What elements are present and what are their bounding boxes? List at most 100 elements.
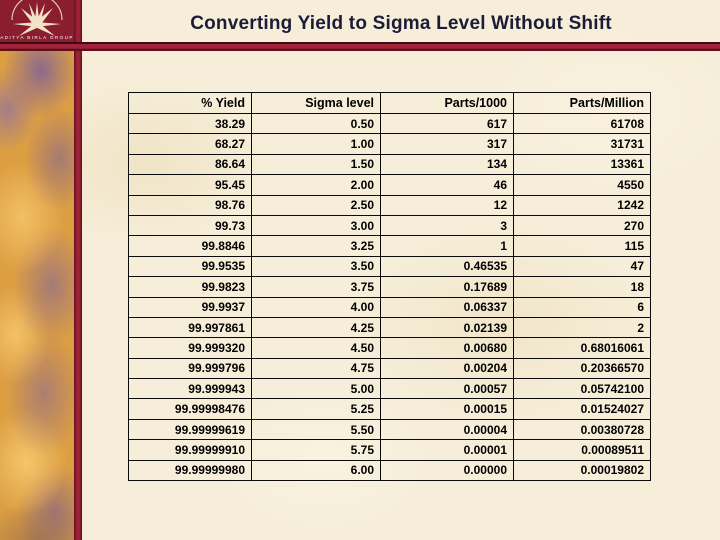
page-title: Converting Yield to Sigma Level Without … xyxy=(190,13,612,34)
table-cell: 5.75 xyxy=(251,439,381,461)
logo-text: ADITYA BIRLA GROUP xyxy=(0,35,74,40)
table-cell: 0.00004 xyxy=(380,418,514,441)
table-cell: 270 xyxy=(513,214,651,237)
table-cell: 115 xyxy=(513,235,651,257)
table-header-row: % Yield Sigma level Parts/1000 Parts/Mil… xyxy=(128,92,651,114)
table-cell: 99.8846 xyxy=(128,235,252,257)
table-cell: 0.20366570 xyxy=(513,357,651,380)
table-row: 38.29 0.50 617 61708 xyxy=(128,112,651,135)
table-cell: 0.00057 xyxy=(380,378,514,400)
table-cell: 0.00015 xyxy=(380,398,514,420)
table-row: 99.99999980 6.00 0.00000 0.00019802 xyxy=(128,459,651,482)
table-cell: 0.00000 xyxy=(380,459,514,482)
table-row: 99.8846 3.25 1 115 xyxy=(128,235,651,257)
table-cell: 1242 xyxy=(513,194,651,216)
table-cell: 98.76 xyxy=(128,194,252,216)
table-row: 99.9937 4.00 0.06337 6 xyxy=(128,296,651,318)
sunburst-logo-icon: ADITYA BIRLA GROUP xyxy=(0,0,74,42)
table-cell: 0.00680 xyxy=(380,337,514,359)
table-cell: 61708 xyxy=(513,112,651,135)
table-cell: 4.25 xyxy=(251,316,381,339)
table-cell: 617 xyxy=(380,112,514,135)
table-cell: 0.00019802 xyxy=(513,459,651,482)
table-cell: 0.02139 xyxy=(380,316,514,339)
table-cell: 99.73 xyxy=(128,214,252,237)
header-sigma-level: Sigma level xyxy=(251,92,381,114)
table-cell: 99.999320 xyxy=(128,337,252,359)
table-cell: 5.50 xyxy=(251,418,381,441)
table-cell: 6 xyxy=(513,296,651,318)
table-cell: 0.50 xyxy=(251,112,381,135)
table-cell: 3.25 xyxy=(251,235,381,257)
header-percent-yield: % Yield xyxy=(128,92,252,114)
table-cell: 5.25 xyxy=(251,398,381,420)
table-row: 99.999796 4.75 0.00204 0.20366570 xyxy=(128,357,651,380)
table-cell: 47 xyxy=(513,255,651,278)
table-cell: 38.29 xyxy=(128,112,252,135)
table-cell: 0.00380728 xyxy=(513,418,651,441)
table-cell: 13361 xyxy=(513,153,651,176)
table-cell: 134 xyxy=(380,153,514,176)
table-cell: 12 xyxy=(380,194,514,216)
table-cell: 99.999943 xyxy=(128,378,252,400)
table-cell: 1 xyxy=(380,235,514,257)
company-logo: ADITYA BIRLA GROUP xyxy=(0,0,74,42)
table-cell: 99.9937 xyxy=(128,296,252,318)
table-cell: 46 xyxy=(380,174,514,196)
table-cell: 4.00 xyxy=(251,296,381,318)
table-cell: 6.00 xyxy=(251,459,381,482)
table-row: 86.64 1.50 134 13361 xyxy=(128,153,651,176)
table-row: 99.99999619 5.50 0.00004 0.00380728 xyxy=(128,418,651,441)
table-row: 68.27 1.00 317 31731 xyxy=(128,133,651,155)
table-cell: 0.01524027 xyxy=(513,398,651,420)
table-cell: 99.9823 xyxy=(128,276,252,298)
table-cell: 68.27 xyxy=(128,133,252,155)
table-cell: 99.99999980 xyxy=(128,459,252,482)
table-cell: 0.46535 xyxy=(380,255,514,278)
table-row: 99.9823 3.75 0.17689 18 xyxy=(128,276,651,298)
table-cell: 1.50 xyxy=(251,153,381,176)
table-cell: 2.00 xyxy=(251,174,381,196)
table-cell: 2.50 xyxy=(251,194,381,216)
vertical-accent-stripe xyxy=(74,0,82,540)
table-cell: 99.999796 xyxy=(128,357,252,380)
table-cell: 3.75 xyxy=(251,276,381,298)
table-cell: 99.99999619 xyxy=(128,418,252,441)
table-cell: 5.00 xyxy=(251,378,381,400)
table-row: 99.9535 3.50 0.46535 47 xyxy=(128,255,651,278)
table-cell: 95.45 xyxy=(128,174,252,196)
table-cell: 0.00001 xyxy=(380,439,514,461)
table-row: 98.76 2.50 12 1242 xyxy=(128,194,651,216)
table-cell: 3.50 xyxy=(251,255,381,278)
table-cell: 4.50 xyxy=(251,337,381,359)
table-cell: 4550 xyxy=(513,174,651,196)
table-row: 99.99998476 5.25 0.00015 0.01524027 xyxy=(128,398,651,420)
table-cell: 0.05742100 xyxy=(513,378,651,400)
header-parts-per-1000: Parts/1000 xyxy=(380,92,514,114)
table-cell: 2 xyxy=(513,316,651,339)
table-cell: 0.00089511 xyxy=(513,439,651,461)
table-cell: 86.64 xyxy=(128,153,252,176)
table-cell: 99.9535 xyxy=(128,255,252,278)
table-cell: 0.68016061 xyxy=(513,337,651,359)
sidebar-marble-texture xyxy=(0,51,74,540)
table-row: 99.999320 4.50 0.00680 0.68016061 xyxy=(128,337,651,359)
table-cell: 99.99998476 xyxy=(128,398,252,420)
horizontal-accent-bar xyxy=(0,42,720,51)
table-cell: 99.997861 xyxy=(128,316,252,339)
table-cell: 18 xyxy=(513,276,651,298)
table-cell: 317 xyxy=(380,133,514,155)
table-row: 99.73 3.00 3 270 xyxy=(128,214,651,237)
table-cell: 0.17689 xyxy=(380,276,514,298)
table-row: 99.99999910 5.75 0.00001 0.00089511 xyxy=(128,439,651,461)
header-parts-per-million: Parts/Million xyxy=(513,92,651,114)
table-cell: 4.75 xyxy=(251,357,381,380)
table-row: 99.997861 4.25 0.02139 2 xyxy=(128,316,651,339)
table-row: 99.999943 5.00 0.00057 0.05742100 xyxy=(128,378,651,400)
sidebar: ADITYA BIRLA GROUP xyxy=(0,0,74,540)
table-row: 95.45 2.00 46 4550 xyxy=(128,174,651,196)
table-cell: 99.99999910 xyxy=(128,439,252,461)
table-cell: 0.06337 xyxy=(380,296,514,318)
yield-table-body: 38.29 0.50 617 61708 68.27 1.00 317 31731 86.64 1… xyxy=(128,112,651,482)
